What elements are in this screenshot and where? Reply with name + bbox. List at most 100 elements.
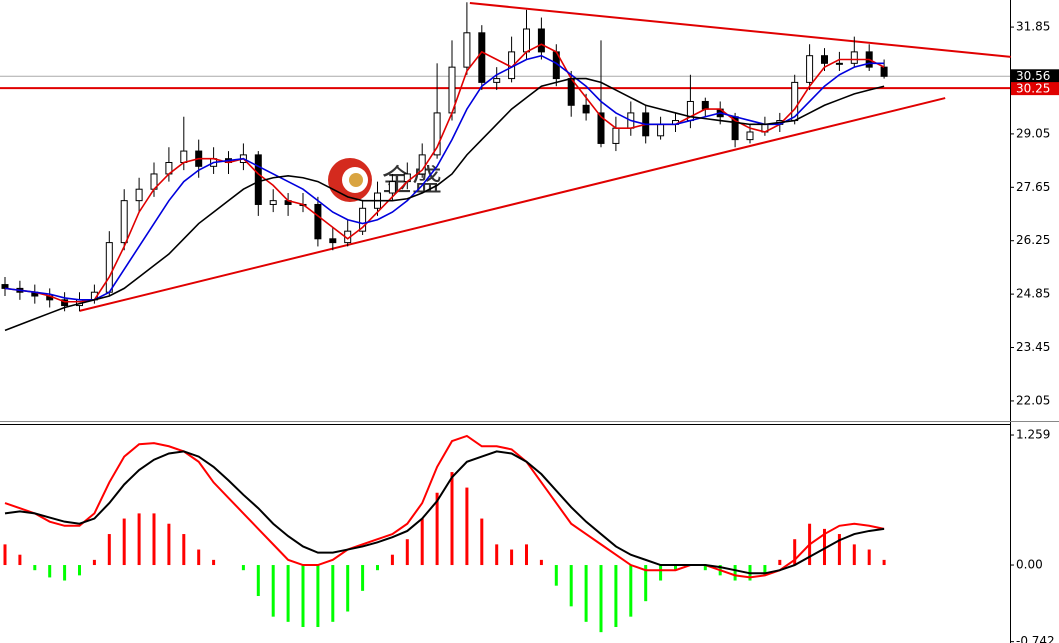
- line: [4, 77, 885, 332]
- candle-body: [478, 32, 486, 83]
- histogram-bar: [92, 559, 96, 566]
- histogram-bar: [837, 534, 841, 566]
- histogram-bar: [18, 554, 22, 566]
- histogram-bar: [569, 565, 573, 607]
- histogram-bar: [271, 565, 275, 617]
- histogram-bar: [286, 565, 290, 622]
- line: [4, 54, 885, 301]
- histogram-bar: [778, 559, 782, 566]
- histogram-bar: [197, 549, 201, 566]
- line: [4, 450, 885, 575]
- histogram-bar: [420, 518, 424, 566]
- histogram-bar: [256, 565, 260, 597]
- candle-body: [567, 78, 575, 106]
- y-tick-label: -0.742: [1016, 634, 1055, 643]
- y-tick-label: 26.25: [1016, 233, 1050, 247]
- histogram-bar: [793, 539, 797, 566]
- candle-body: [105, 242, 113, 293]
- histogram-bar: [823, 528, 826, 566]
- candle-body: [523, 28, 530, 53]
- histogram-bar: [852, 544, 856, 566]
- y-tick-label: 22.05: [1016, 393, 1050, 407]
- histogram-bar: [867, 549, 871, 566]
- candle-body: [746, 131, 754, 141]
- histogram-bar: [510, 549, 514, 566]
- histogram-bar: [733, 565, 737, 581]
- candle-body: [314, 203, 322, 240]
- price-label-box: [1011, 69, 1059, 84]
- histogram-bar: [554, 565, 558, 586]
- histogram-bar: [674, 565, 677, 571]
- histogram-bar: [539, 559, 543, 566]
- candle-body: [880, 66, 888, 77]
- trendline: [79, 97, 946, 312]
- histogram-bar: [301, 565, 305, 627]
- histogram-bar: [137, 513, 141, 566]
- level-label: 30.25: [1016, 82, 1050, 96]
- histogram-bar: [584, 565, 588, 622]
- histogram-bar: [465, 487, 469, 566]
- candle-body: [433, 112, 441, 156]
- current-price-label: 30.56: [1016, 69, 1050, 83]
- candle-body: [359, 207, 367, 232]
- histogram-bar: [182, 534, 186, 566]
- y-tick-label: 23.45: [1016, 340, 1050, 354]
- histogram-bar: [495, 544, 499, 566]
- histogram-bar: [331, 565, 335, 622]
- watermark-logo: [328, 158, 372, 202]
- histogram-bar: [33, 565, 37, 571]
- candle-body: [806, 55, 814, 83]
- histogram-bar: [152, 513, 156, 566]
- histogram-bar: [122, 518, 126, 566]
- histogram-bar: [63, 565, 67, 581]
- histogram-bar: [48, 565, 52, 578]
- candle-body: [821, 55, 828, 64]
- y-tick-label: 0.00: [1016, 558, 1043, 572]
- histogram-bar: [167, 523, 171, 566]
- histogram-bar: [3, 544, 7, 566]
- histogram-bar: [316, 565, 320, 627]
- histogram-bar: [525, 544, 528, 566]
- line: [4, 434, 885, 579]
- candle-body: [597, 112, 605, 144]
- candle-body: [582, 104, 590, 114]
- histogram-bar: [644, 565, 648, 602]
- histogram-bar: [361, 565, 365, 591]
- candle-body: [254, 154, 262, 205]
- histogram-bar: [78, 565, 81, 576]
- candle-body: [537, 28, 545, 53]
- histogram-bar: [703, 565, 707, 571]
- histogram-bar: [107, 534, 111, 566]
- candle-body: [269, 200, 277, 205]
- histogram-bar: [763, 565, 767, 576]
- candle-body: [329, 238, 337, 244]
- candle-body: [180, 150, 188, 164]
- histogram-bar: [599, 565, 603, 633]
- candle-body: [463, 32, 471, 68]
- histogram-bar: [405, 539, 409, 566]
- candle-body: [850, 51, 858, 64]
- candle-body: [120, 200, 128, 244]
- y-tick-label: 1.259: [1016, 428, 1050, 442]
- candle-body: [612, 127, 620, 144]
- histogram-bar: [376, 565, 379, 571]
- y-tick-label: 27.65: [1016, 180, 1050, 194]
- histogram-bar: [346, 565, 350, 612]
- candle-body: [835, 62, 843, 65]
- histogram-bar: [480, 518, 484, 566]
- histogram-bar: [882, 559, 886, 566]
- histogram-bar: [390, 554, 394, 566]
- candle-body: [388, 181, 396, 194]
- y-tick-label: 24.85: [1016, 287, 1050, 301]
- trendline: [469, 2, 1011, 58]
- candle-body: [135, 188, 143, 202]
- histogram-bar: [450, 472, 454, 566]
- y-tick-label: 31.85: [1016, 20, 1050, 34]
- histogram-bar: [241, 565, 245, 571]
- histogram-bar: [212, 559, 216, 566]
- level-label-box: [1011, 82, 1059, 96]
- histogram-bar: [659, 565, 663, 581]
- histogram-bar: [629, 565, 633, 617]
